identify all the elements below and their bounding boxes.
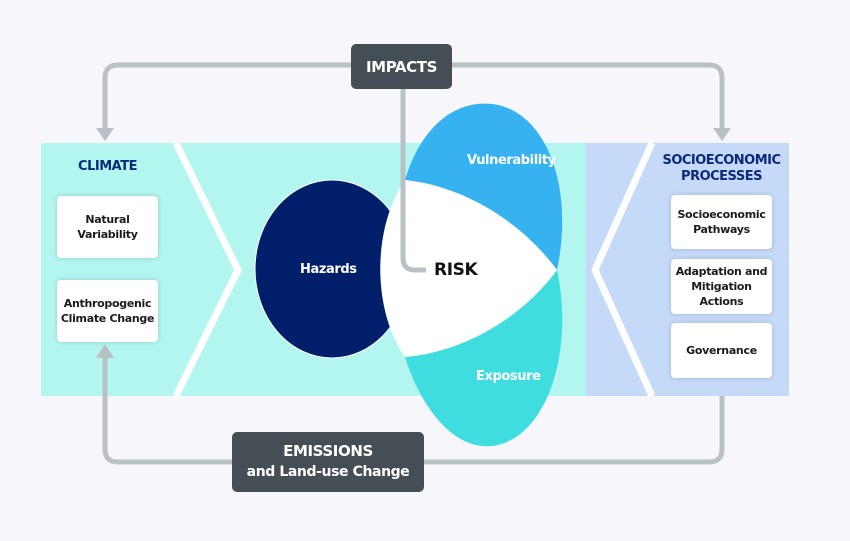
emissions-sublabel: and Land-use Change [246, 464, 410, 480]
emissions-label: EMISSIONS [283, 442, 373, 460]
adaptation-mitigation-box: Adaptation and Mitigation Actions [671, 259, 772, 314]
socioeconomic-heading: SOCIOECONOMIC PROCESSES [662, 153, 781, 184]
vulnerability-label: Vulnerability [467, 153, 556, 168]
socioeconomic-chevron [591, 141, 656, 398]
emissions-box: EMISSIONS and Land-use Change [232, 432, 424, 492]
climate-chevron [172, 141, 242, 398]
exposure-petal [405, 270, 563, 447]
impacts-to-risk-connector [400, 88, 426, 273]
impacts-box: IMPACTS [351, 44, 452, 89]
emissions-to-climate-connector [102, 357, 233, 465]
governance-box: Governance [671, 323, 772, 378]
hazards-label: Hazards [300, 262, 357, 277]
arrow-down-icon [96, 128, 114, 141]
impacts-to-socioeconomic-connector [452, 62, 725, 128]
impacts-to-climate-connector [102, 62, 352, 128]
climate-heading: CLIMATE [78, 159, 137, 174]
socioeconomic-to-emissions-connector [424, 396, 725, 465]
impacts-label: IMPACTS [366, 57, 437, 76]
vulnerability-petal [405, 103, 563, 270]
arrow-down-icon [713, 128, 731, 141]
risk-label: RISK [434, 260, 478, 280]
risk-area [380, 180, 557, 357]
socioeconomic-pathways-box: Socioeconomic Pathways [671, 195, 772, 249]
natural-variability-box: Natural Variability [57, 196, 158, 258]
anthropogenic-climate-change-box: Anthropogenic Climate Change [57, 280, 158, 342]
arrow-up-icon [96, 344, 114, 358]
exposure-label: Exposure [476, 369, 541, 384]
